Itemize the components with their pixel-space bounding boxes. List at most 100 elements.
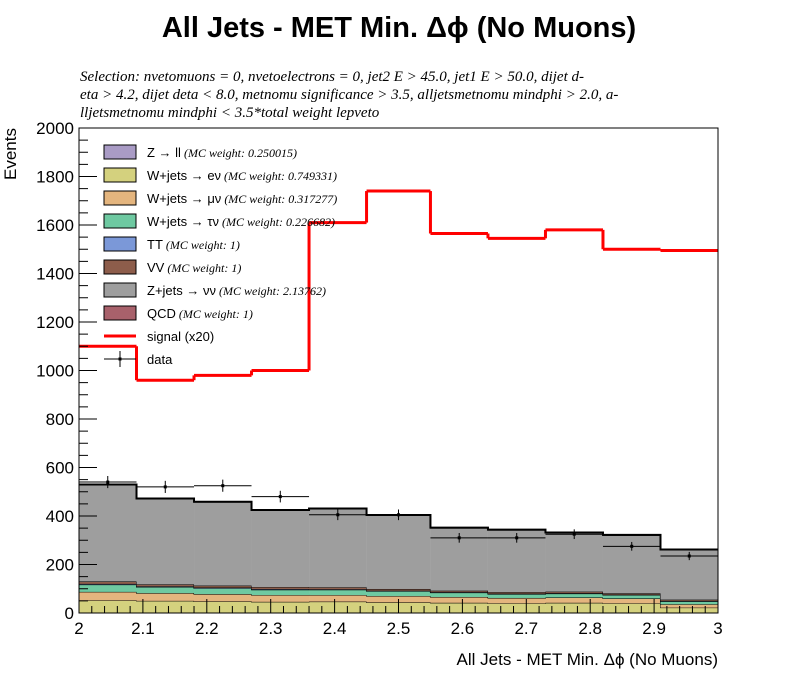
stack-bar bbox=[251, 587, 310, 589]
stack-bar bbox=[251, 589, 310, 596]
stack-bar bbox=[194, 588, 252, 595]
stack-bar bbox=[194, 601, 252, 613]
legend-label: VV (MC weight: 1) bbox=[147, 260, 241, 275]
data-point bbox=[457, 536, 461, 540]
legend-label: W+jets → τν (MC weight: 0.226682) bbox=[147, 214, 335, 229]
selection-line: eta > 4.2, dijet deta < 8.0, metnomu sig… bbox=[80, 87, 619, 103]
x-axis: 2 2.1 2.2 2.3 2.4 2.5 2.6 2.7 2.8 2.9 3 bbox=[74, 599, 723, 638]
legend-entry-weight: (MC weight: 0.226682) bbox=[219, 215, 335, 229]
legend: Z → ll (MC weight: 0.250015) W+jets → eν … bbox=[103, 144, 337, 367]
stack-bar bbox=[366, 588, 431, 591]
data-point bbox=[630, 544, 634, 548]
stack-bar bbox=[602, 593, 661, 595]
legend-entry-weight: (MC weight: 0.250015) bbox=[181, 146, 297, 160]
legend-entry-weight: (MC weight: 1) bbox=[164, 261, 241, 275]
legend-swatch bbox=[103, 190, 137, 206]
legend-label: W+jets → eν (MC weight: 0.749331) bbox=[147, 168, 337, 183]
stack-bar bbox=[251, 601, 310, 613]
legend-swatch bbox=[103, 259, 137, 275]
y-tick-label: 400 bbox=[46, 507, 74, 526]
stack-bar bbox=[660, 604, 718, 608]
stack-bar bbox=[79, 484, 137, 582]
stack-bar bbox=[79, 581, 137, 584]
legend-entry-name: W+jets → eν bbox=[147, 168, 221, 183]
stack-bar bbox=[79, 600, 137, 613]
y-tick-label: 2000 bbox=[36, 119, 74, 138]
data-points bbox=[79, 475, 718, 561]
stack-bar bbox=[430, 596, 488, 603]
legend-entry-name: Z+jets → νν bbox=[147, 283, 216, 298]
legend-entry-weight: (MC weight: 0.317277) bbox=[221, 192, 337, 206]
data-point bbox=[163, 485, 167, 489]
stack-bar bbox=[136, 593, 195, 601]
stack-bar bbox=[79, 591, 137, 601]
legend-entry-name: W+jets → μν bbox=[147, 191, 221, 206]
y-tick-label: 1200 bbox=[36, 313, 74, 332]
x-tick-label: 2.1 bbox=[131, 619, 155, 638]
legend-swatch bbox=[103, 167, 137, 183]
legend-marker-dot bbox=[118, 357, 122, 361]
stack-bar bbox=[309, 601, 367, 613]
legend-label: W+jets → μν (MC weight: 0.317277) bbox=[147, 191, 337, 206]
data-point bbox=[687, 554, 691, 558]
legend-label: TT (MC weight: 1) bbox=[147, 237, 240, 252]
stack-bar bbox=[602, 595, 661, 599]
signal-histogram bbox=[79, 189, 718, 382]
legend-entry-name: W+jets → τν bbox=[147, 214, 219, 229]
stack-bar bbox=[660, 599, 718, 601]
stacked-histogram bbox=[79, 483, 718, 614]
stack-bar bbox=[430, 602, 488, 613]
legend-entry-weight: (MC weight: 0.749331) bbox=[221, 169, 337, 183]
stack-bar bbox=[602, 603, 661, 613]
stack-bar bbox=[602, 598, 661, 604]
legend-entry-weight: (MC weight: 1) bbox=[163, 238, 240, 252]
y-tick-label: 0 bbox=[65, 604, 74, 623]
legend-swatch bbox=[103, 213, 137, 229]
legend-entry-name: data bbox=[147, 352, 173, 367]
y-tick-label: 800 bbox=[46, 410, 74, 429]
stack-bar bbox=[251, 595, 310, 602]
stack-bar bbox=[487, 597, 546, 604]
legend-label: Z+jets → νν (MC weight: 2.13762) bbox=[147, 283, 326, 298]
stack-bar bbox=[309, 589, 367, 596]
x-tick-label: 2.7 bbox=[514, 619, 538, 638]
stack-bar bbox=[309, 587, 367, 590]
stack-bar bbox=[545, 593, 603, 598]
y-tick-label: 1800 bbox=[36, 168, 74, 187]
stack-bar bbox=[545, 597, 603, 603]
legend-label: Z → ll (MC weight: 0.250015) bbox=[147, 145, 297, 160]
stack-bar bbox=[430, 590, 488, 593]
stack-bar bbox=[545, 532, 603, 592]
legend-entry-weight: (MC weight: 1) bbox=[176, 307, 253, 321]
stack-bar bbox=[660, 607, 718, 613]
stack-bar bbox=[545, 591, 603, 594]
x-tick-label: 2.2 bbox=[195, 619, 219, 638]
legend-swatch bbox=[103, 282, 137, 298]
selection-text: Selection: nvetomuons = 0, nvetoelectron… bbox=[80, 68, 710, 122]
x-tick-label: 3 bbox=[713, 619, 722, 638]
stack-bar bbox=[136, 584, 195, 587]
data-point bbox=[106, 480, 110, 484]
stack-bar bbox=[487, 603, 546, 613]
y-axis: 0 200 400 600 800 1000 1200 1400 1600 1800 2000 bbox=[36, 119, 97, 623]
chart-title: All Jets - MET Min. Δϕ (No Muons) bbox=[161, 12, 637, 44]
y-tick-label: 600 bbox=[46, 459, 74, 478]
x-tick-label: 2.3 bbox=[259, 619, 283, 638]
y-tick-label: 1400 bbox=[36, 265, 74, 284]
data-point bbox=[336, 513, 340, 517]
stack-bar bbox=[194, 594, 252, 602]
stack-bar bbox=[309, 595, 367, 602]
stack-bar bbox=[194, 585, 252, 588]
stack-bar bbox=[487, 594, 546, 598]
legend-entry-name: TT bbox=[147, 237, 163, 252]
stack-bar bbox=[79, 584, 137, 592]
legend-entry-weight: (MC weight: 2.13762) bbox=[216, 284, 326, 298]
legend-label: QCD (MC weight: 1) bbox=[147, 306, 253, 321]
legend-entry-name: signal (x20) bbox=[147, 329, 214, 344]
stack-bar bbox=[194, 502, 252, 586]
data-point bbox=[397, 513, 400, 517]
data-point bbox=[572, 532, 576, 536]
stack-bar bbox=[136, 499, 195, 585]
stack-bar bbox=[545, 602, 603, 613]
